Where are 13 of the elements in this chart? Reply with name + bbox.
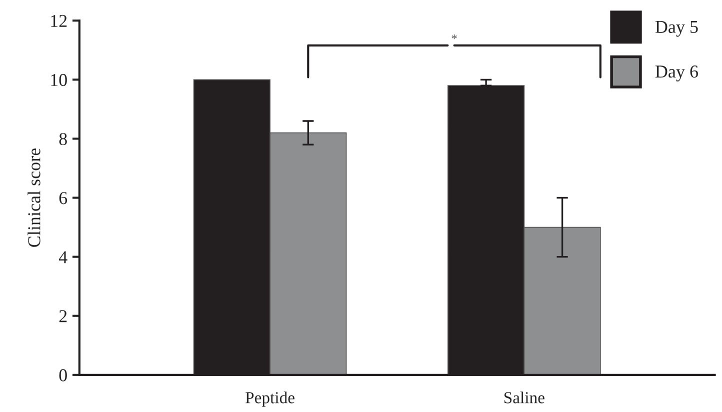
legend-label: Day 5 [655,20,698,37]
y-tick-label: 0 [59,369,67,382]
annotation: * [452,34,457,40]
x-tick-label: Peptide [246,392,294,407]
y-tick-label: 2 [59,310,67,322]
y-tick-label: 8 [59,132,67,146]
y-tick-label: 10 [51,74,67,86]
x-tick-label: Saline [504,392,544,404]
y-tick-label: 4 [58,251,68,264]
legend-label: Day 6 [655,66,698,82]
y-tick-label: 6 [59,192,68,204]
y-axis-title: Clinical score [28,148,40,247]
y-tick-label: 12 [51,14,67,27]
